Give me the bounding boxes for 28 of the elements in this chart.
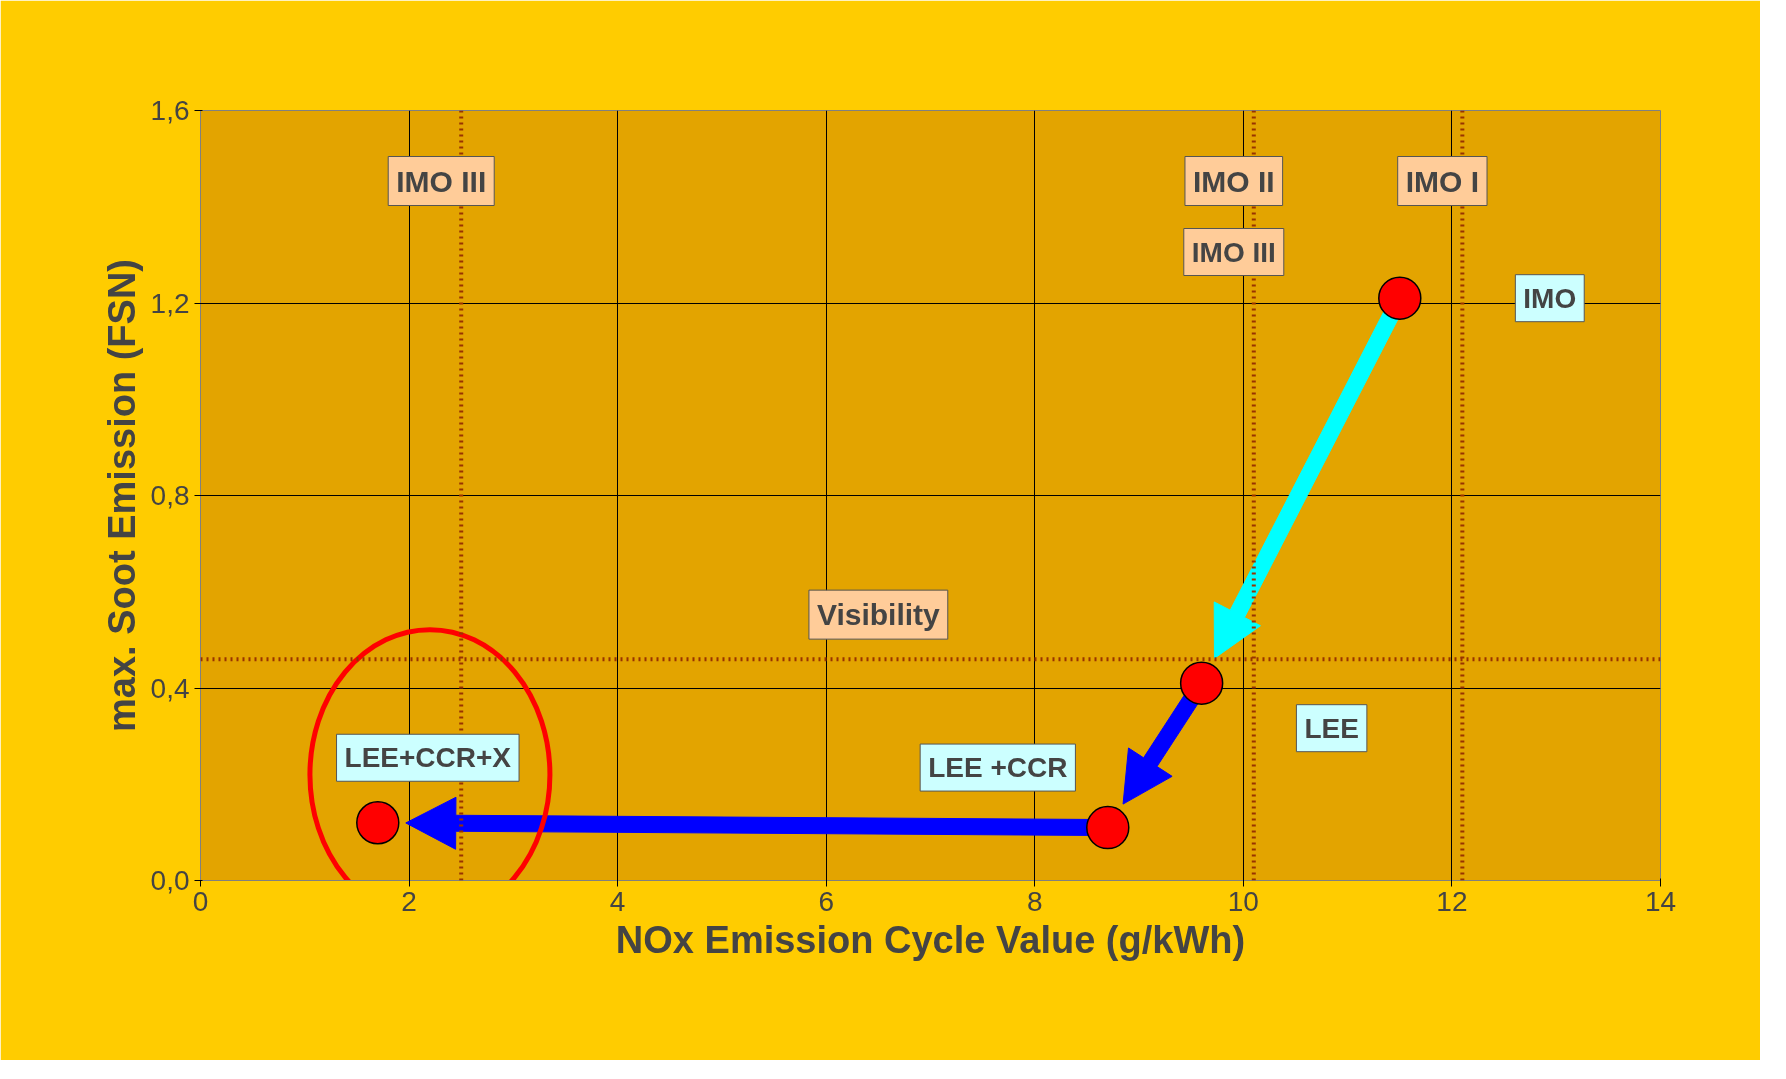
annotation: LEE+CCR+X <box>344 742 512 774</box>
ref-line-label: IMO II <box>1192 164 1275 198</box>
y-tick-label: 0,0 <box>150 865 190 896</box>
x-axis-title: NOx Emission Cycle Value (g/kWh) <box>615 918 1246 961</box>
point <box>356 801 400 845</box>
y-axis-title: max. Soot Emission (FSN) <box>100 259 143 732</box>
ref-line-label: IMO III <box>396 164 487 198</box>
y-tick-label: 1,2 <box>150 287 190 319</box>
x-tick-label: 8 <box>1027 885 1043 917</box>
x-tick-label: 0 <box>192 885 209 917</box>
x-tick-label: 14 <box>1644 885 1677 917</box>
y-tick-label: 1,6 <box>150 95 190 126</box>
annotation: LEE <box>1304 712 1359 744</box>
ref-line-label: IMO I <box>1405 164 1480 198</box>
x-tick-label: 12 <box>1436 885 1468 917</box>
x-tick-label: 2 <box>401 885 417 917</box>
ref-line-label: Visibility <box>816 598 941 632</box>
point <box>1086 805 1130 850</box>
point <box>1378 276 1422 320</box>
x-tick-label: 6 <box>818 885 835 917</box>
point <box>1179 661 1224 705</box>
x-tick-label: 10 <box>1227 885 1259 917</box>
x-tick-label: 4 <box>609 885 626 917</box>
y-tick-label: 0,4 <box>150 672 190 704</box>
y-tick-label: 0,8 <box>150 480 190 511</box>
annotation: IMO III <box>1191 236 1276 268</box>
annotation: LEE +CCR <box>928 752 1068 784</box>
annotation: IMO <box>1523 282 1577 314</box>
